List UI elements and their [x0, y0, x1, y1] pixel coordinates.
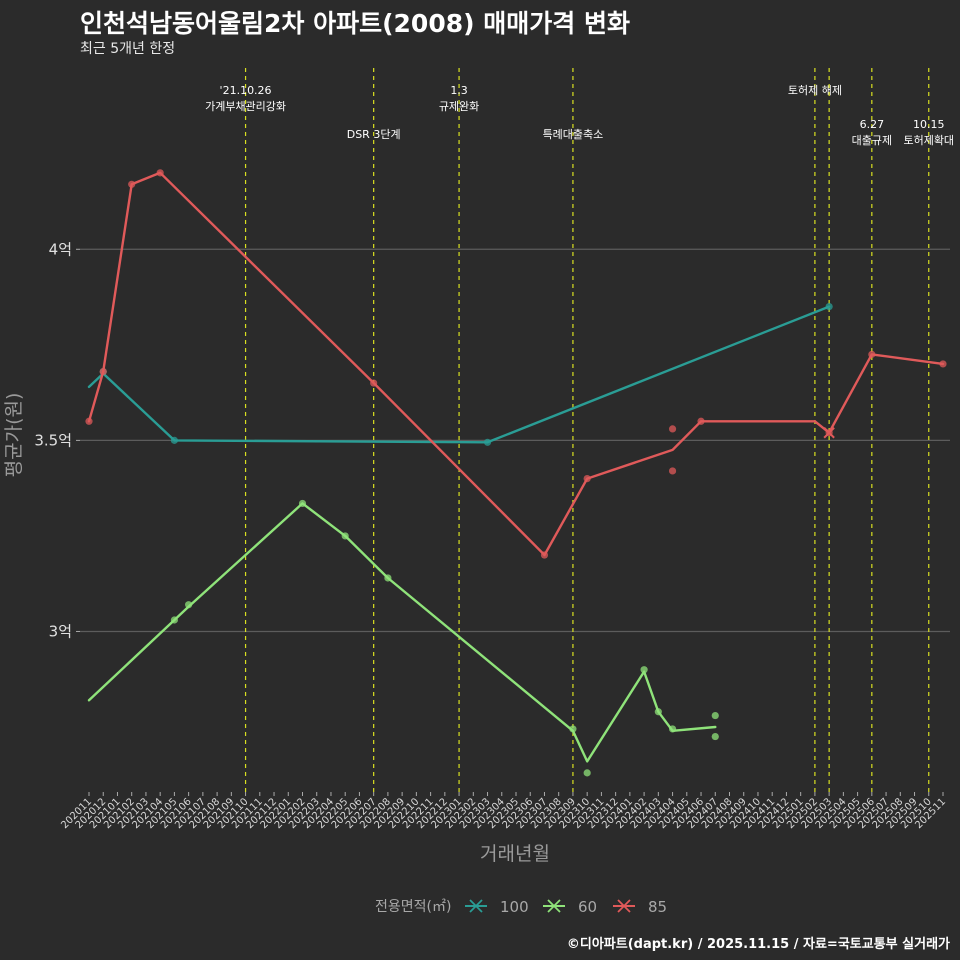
data-point-85	[85, 417, 93, 425]
data-point-85	[583, 474, 591, 483]
event-annotation: DSR 3단계	[347, 128, 401, 141]
legend-title: 전용면적(㎡)	[375, 899, 451, 915]
data-point-85	[668, 425, 677, 433]
y-axis-title: 평균가(원)	[3, 393, 25, 478]
data-point-85	[156, 169, 164, 177]
event-annotation: 가계부채관리강화	[205, 100, 286, 113]
legend-label-100: 100	[500, 898, 529, 916]
data-point-85	[668, 467, 677, 475]
event-annotation: 대출규제	[852, 134, 892, 147]
y-ticks: 3억 3.5억 4억	[34, 240, 72, 640]
legend-key-cross-60	[547, 899, 561, 913]
event-annotation: 1.3	[450, 84, 468, 97]
data-point-60	[654, 708, 662, 716]
y-tick-label: 3억	[49, 622, 72, 640]
cross-marker-85	[823, 427, 835, 439]
legend-key-cross-100	[469, 899, 483, 913]
data-point-60	[668, 725, 677, 733]
data-point-60	[298, 499, 307, 508]
data-point-60	[711, 732, 719, 741]
legend: 전용면적(㎡) 100 60 85	[375, 898, 667, 916]
data-point-85	[868, 350, 876, 358]
data-point-60	[341, 532, 349, 540]
data-point-60	[384, 574, 392, 582]
y-tick-label: 4억	[49, 240, 72, 258]
series-layer	[85, 169, 947, 777]
source-caption: ©디아파트(dapt.kr) / 2025.11.15 / 자료=국토교통부 실…	[566, 937, 950, 952]
data-point-60	[711, 711, 719, 720]
y-tick-label: 3.5억	[34, 431, 72, 449]
legend-label-60: 60	[578, 898, 597, 916]
chart-subtitle: 최근 5개년 한정	[80, 41, 176, 57]
event-annotation: 토허제 해제	[788, 83, 842, 97]
event-annotation: 10.15	[913, 118, 945, 131]
data-point-60	[185, 601, 193, 609]
data-point-85	[939, 360, 947, 368]
data-point-100	[170, 436, 178, 444]
data-point-60	[170, 616, 178, 624]
x-ticks: 2020112020122021012021022021032021042021…	[59, 792, 948, 831]
data-point-60	[640, 666, 648, 674]
data-point-85	[99, 367, 107, 376]
x-axis-title: 거래년월	[480, 843, 550, 865]
event-annotation: 토허제확대	[903, 134, 954, 147]
event-annotation: 6.27	[860, 118, 885, 131]
legend-label-85: 85	[648, 898, 667, 916]
data-point-85	[540, 551, 549, 559]
data-point-60	[583, 769, 591, 777]
data-point-100	[483, 438, 492, 446]
data-point-85	[370, 379, 378, 387]
chart-title: 인천석남동어울림2차 아파트(2008) 매매가격 변화	[80, 9, 630, 38]
legend-key-cross-85	[617, 899, 631, 913]
series-line-60	[87, 502, 717, 763]
event-annotation: '21.10.26	[220, 84, 272, 97]
data-point-85	[697, 417, 705, 425]
data-point-60	[569, 725, 577, 733]
event-annotation: 특례대출축소	[543, 128, 604, 141]
event-annotation: 규제완화	[439, 100, 479, 113]
data-point-85	[128, 180, 136, 188]
data-point-100	[825, 303, 833, 311]
